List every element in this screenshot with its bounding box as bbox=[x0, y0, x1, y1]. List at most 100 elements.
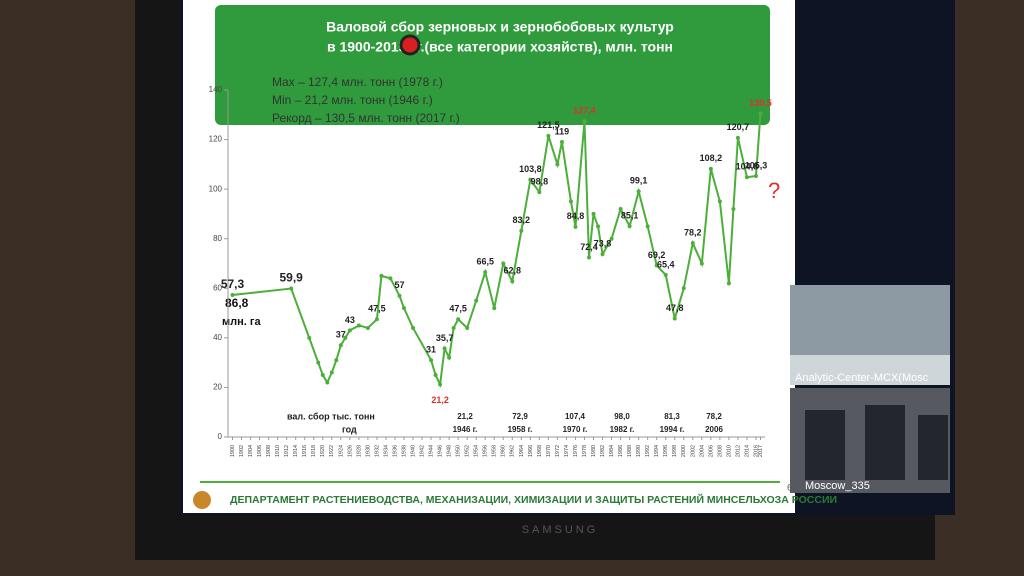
data-label: 84,8 bbox=[567, 211, 585, 221]
video-table bbox=[790, 355, 950, 385]
title-line: в 1900-2015 гг.(все категории хозяйств),… bbox=[327, 39, 673, 55]
data-label: 103,8 bbox=[519, 164, 542, 174]
point bbox=[456, 317, 461, 322]
y-tick-label: 0 bbox=[218, 432, 223, 441]
x-tick-label: 1972 bbox=[555, 445, 561, 457]
table-cell: 2006 bbox=[705, 425, 723, 434]
x-tick-label: 1940 bbox=[410, 445, 416, 457]
point bbox=[582, 119, 587, 124]
point bbox=[519, 228, 524, 233]
point bbox=[492, 306, 497, 311]
series-line bbox=[232, 113, 762, 388]
x-tick-label: 1994 bbox=[654, 445, 660, 457]
table-cell: 1958 г. bbox=[508, 425, 533, 434]
title-band bbox=[215, 5, 770, 125]
y-tick-label: 80 bbox=[213, 234, 222, 243]
point bbox=[744, 175, 749, 180]
page-number: 6 bbox=[787, 482, 792, 492]
x-tick-label: 1906 bbox=[257, 445, 263, 457]
data-label: 105,3 bbox=[745, 160, 768, 170]
point bbox=[726, 281, 731, 286]
x-tick-label: 2014 bbox=[744, 445, 750, 457]
point bbox=[365, 325, 370, 330]
x-tick-label: 1916 bbox=[302, 445, 308, 457]
x-tick-label: 1982 bbox=[600, 445, 606, 457]
x-tick-label: 1960 bbox=[501, 445, 507, 457]
x-tick-label: 2016 bbox=[753, 445, 759, 457]
x-tick-label: 2004 bbox=[699, 445, 705, 457]
x-tick-label: 1918 bbox=[311, 445, 317, 457]
point bbox=[483, 270, 488, 275]
point bbox=[555, 162, 560, 167]
area-note: млн. га bbox=[222, 316, 261, 328]
data-label: 57 bbox=[394, 280, 404, 290]
data-label: 47,8 bbox=[666, 303, 684, 313]
point bbox=[627, 224, 632, 229]
point bbox=[429, 358, 434, 363]
table-cell: 1982 г. bbox=[610, 425, 635, 434]
point bbox=[501, 261, 506, 266]
x-tick-label: 2002 bbox=[690, 445, 696, 457]
point bbox=[731, 206, 736, 211]
x-tick-label: 1956 bbox=[483, 445, 489, 457]
x-tick-label: 1914 bbox=[293, 445, 299, 457]
x-tick-label: 1990 bbox=[636, 445, 642, 457]
point bbox=[411, 325, 416, 330]
data-label: 59,9 bbox=[279, 271, 303, 285]
x-tick-label: 1978 bbox=[582, 445, 588, 457]
point bbox=[735, 135, 740, 140]
x-tick-label: 1992 bbox=[645, 445, 651, 457]
y-tick-label: 100 bbox=[209, 184, 223, 193]
data-label: 47,5 bbox=[449, 304, 467, 314]
point bbox=[433, 373, 438, 378]
x-tick-label: 1958 bbox=[492, 445, 498, 457]
data-label: 65,4 bbox=[657, 259, 675, 269]
x-tick-label: 1904 bbox=[248, 445, 254, 457]
x-tick-label: 1952 bbox=[465, 445, 471, 457]
point bbox=[325, 380, 330, 385]
point bbox=[587, 255, 592, 260]
point bbox=[316, 360, 321, 365]
person bbox=[865, 405, 905, 480]
point bbox=[388, 276, 393, 281]
table-cell: 1994 г. bbox=[660, 425, 685, 434]
data-label: 62,8 bbox=[504, 266, 522, 276]
point bbox=[573, 224, 578, 229]
x-tick-label: 1944 bbox=[429, 445, 435, 457]
point bbox=[591, 211, 596, 216]
person bbox=[805, 410, 845, 480]
table-cell: 78,2 bbox=[706, 412, 722, 421]
record-icon bbox=[399, 34, 421, 56]
point bbox=[596, 224, 601, 229]
data-label: 119 bbox=[555, 126, 570, 136]
x-tick-label: 2006 bbox=[708, 445, 714, 457]
x-tick-label: 1942 bbox=[419, 445, 425, 457]
x-tick-label: 1984 bbox=[609, 445, 615, 457]
x-tick-label: 1950 bbox=[456, 445, 462, 457]
point bbox=[609, 236, 614, 241]
point bbox=[645, 224, 650, 229]
x-tick-label: 1954 bbox=[474, 445, 480, 457]
point bbox=[356, 323, 361, 328]
data-label: 104,8 bbox=[736, 162, 759, 172]
data-label: 108,2 bbox=[700, 153, 723, 163]
data-label: 47,5 bbox=[368, 304, 386, 314]
footer-text: ДЕПАРТАМЕНТ РАСТЕНИЕВОДСТВА, МЕХАНИЗАЦИИ… bbox=[230, 493, 837, 506]
table-cell: 21,2 bbox=[457, 412, 473, 421]
point bbox=[636, 189, 641, 194]
point bbox=[451, 325, 456, 330]
x-tick-label: 1996 bbox=[663, 445, 669, 457]
data-label: 78,2 bbox=[684, 228, 702, 238]
point bbox=[338, 343, 343, 348]
x-tick-label: 1948 bbox=[447, 445, 453, 457]
x-tick-label: 1936 bbox=[392, 445, 398, 457]
data-label: 35,7 bbox=[436, 333, 454, 343]
x-tick-label: 1908 bbox=[266, 445, 272, 457]
data-label: 121,5 bbox=[537, 120, 560, 130]
point bbox=[442, 346, 447, 351]
point bbox=[690, 241, 695, 246]
point bbox=[699, 261, 704, 266]
x-tick-label: 1920 bbox=[320, 445, 326, 457]
point bbox=[663, 272, 668, 277]
point bbox=[753, 174, 758, 179]
